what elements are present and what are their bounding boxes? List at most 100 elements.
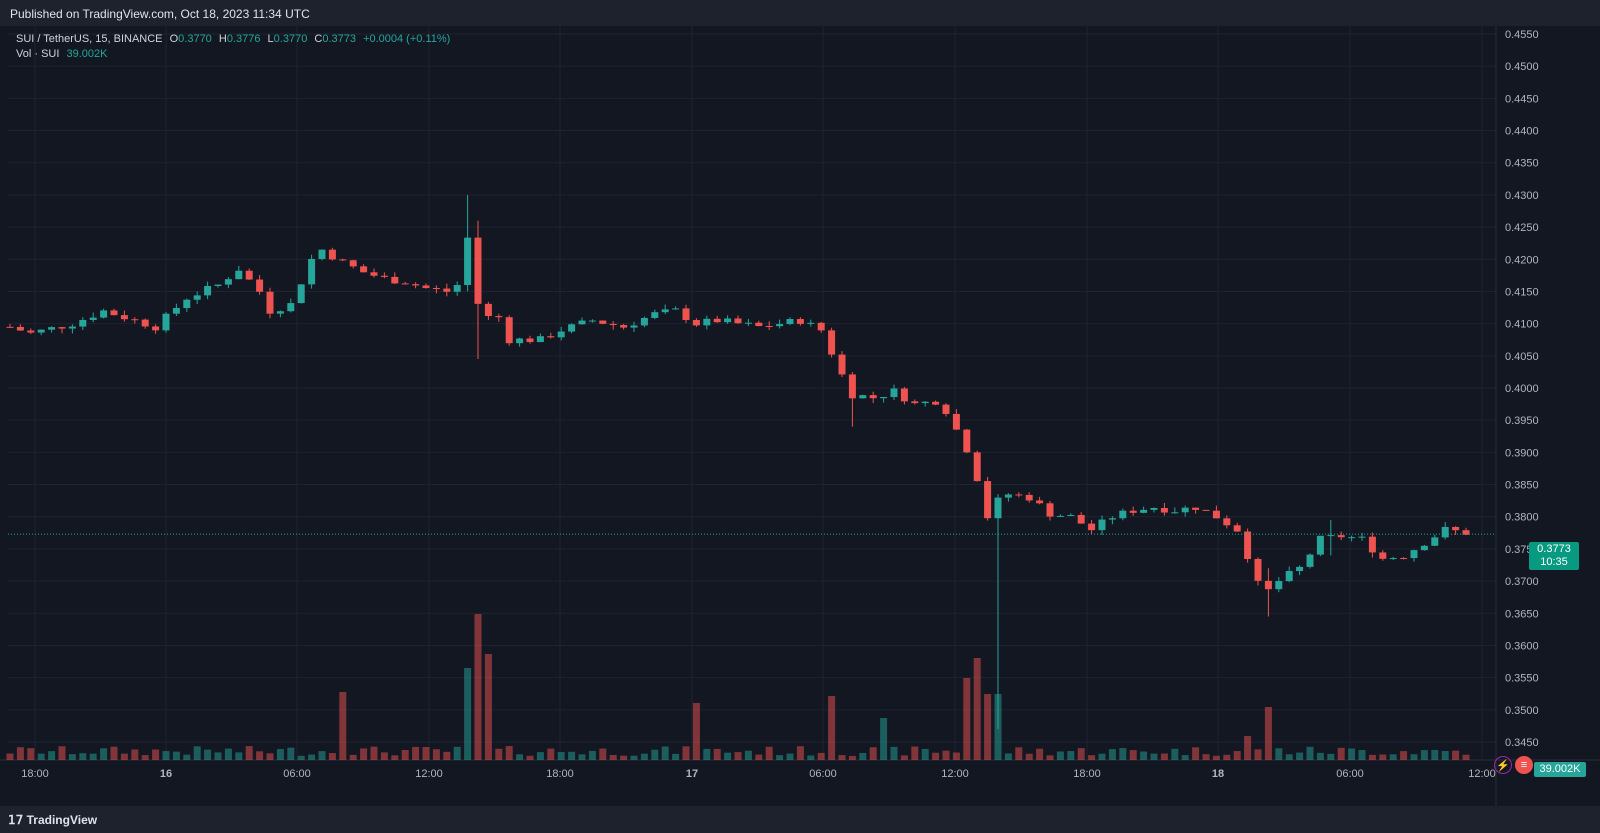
volume-bar xyxy=(1368,754,1376,760)
volume-bar xyxy=(100,748,108,760)
volume-bar xyxy=(110,746,118,760)
candle-body xyxy=(828,330,836,355)
candle-body xyxy=(401,283,409,285)
volume-bar xyxy=(640,753,648,760)
candle-body xyxy=(443,288,451,292)
candle-body xyxy=(1056,515,1064,517)
volume-bar xyxy=(692,703,700,760)
volume-bar xyxy=(6,753,14,760)
candle-body xyxy=(1306,554,1314,567)
volume-bar xyxy=(1036,748,1044,760)
candle-body xyxy=(963,429,971,453)
close-label: C xyxy=(314,33,323,45)
candle-body xyxy=(464,237,472,286)
volume-label[interactable]: Vol · SUI xyxy=(16,48,60,60)
volume-bar xyxy=(1077,748,1085,760)
volume-bar xyxy=(848,755,856,760)
volume-bar xyxy=(1400,751,1408,760)
price-chart[interactable]: 0.4550 0.4500 0.4450 0.4400 0.4350 0.4300 0.42… xyxy=(0,26,1600,806)
volume-bar xyxy=(172,751,180,760)
us-flag-icon[interactable]: ≡ xyxy=(1515,756,1533,774)
volume-row: Vol · SUI 39.002K xyxy=(16,47,450,62)
volume-bar xyxy=(422,747,430,760)
candle-body xyxy=(349,260,357,267)
candle-body xyxy=(1140,509,1148,513)
candle-body xyxy=(1015,494,1023,496)
candle-body xyxy=(1296,566,1304,572)
candle-body xyxy=(651,312,659,318)
volume-bar xyxy=(1389,754,1397,760)
tradingview-logo[interactable]: 𝟣𝟩 TradingView xyxy=(8,813,97,827)
price-axis-label: 0.4150 xyxy=(1505,286,1539,298)
volume-bar xyxy=(1327,753,1335,760)
time-axis-label: 16 xyxy=(160,768,172,780)
low-value: 0.3770 xyxy=(273,33,308,45)
chart-pane[interactable]: 0.4550 0.4500 0.4450 0.4400 0.4350 0.4300 0.42… xyxy=(0,26,1600,806)
volume-bar xyxy=(1171,748,1179,760)
volume-bar xyxy=(432,749,440,760)
volume-bar xyxy=(1316,752,1324,760)
candle-body xyxy=(973,452,981,482)
volume-bar xyxy=(1285,754,1293,760)
lightning-icon[interactable]: ⚡ xyxy=(1494,756,1512,774)
volume-bar xyxy=(245,746,253,760)
candle-body xyxy=(536,336,544,343)
volume-bar xyxy=(1358,750,1366,760)
candle-body xyxy=(495,316,503,318)
candle-body xyxy=(432,288,440,290)
candle-body xyxy=(48,327,56,330)
price-axis-label: 0.3900 xyxy=(1505,447,1539,459)
volume-bar xyxy=(48,751,56,760)
volume-bar xyxy=(557,752,565,760)
volume-bar xyxy=(859,752,867,760)
candle-body xyxy=(89,317,97,320)
candle-body xyxy=(1129,510,1137,513)
candle-body xyxy=(880,397,888,399)
volume-bar xyxy=(360,748,368,760)
candle-body xyxy=(256,279,264,292)
volume-bar xyxy=(1462,754,1470,760)
low-label: L xyxy=(267,33,274,45)
volume-bar xyxy=(536,752,544,760)
candle-body xyxy=(994,497,1002,519)
candle-body xyxy=(1337,535,1345,538)
chart-legend: SUI / TetherUS, 15, BINANCE O0.3770 H0.3… xyxy=(16,32,450,62)
volume-bar xyxy=(193,746,201,760)
price-axis-label: 0.4450 xyxy=(1505,93,1539,105)
volume-bar xyxy=(609,754,617,760)
volume-bar xyxy=(370,746,378,760)
volume-bar xyxy=(1160,753,1168,760)
volume-bar xyxy=(308,754,316,760)
volume-bar xyxy=(651,749,659,760)
price-axis-label: 0.4250 xyxy=(1505,222,1539,234)
volume-bar xyxy=(1296,752,1304,760)
candle-body xyxy=(1036,500,1044,504)
candle-body xyxy=(266,291,274,314)
candle-body xyxy=(1244,531,1252,559)
volume-bar xyxy=(526,755,534,760)
candle-body xyxy=(141,319,149,327)
volume-bar xyxy=(1337,747,1345,760)
volume-bar xyxy=(796,746,804,760)
volume-bar xyxy=(1233,751,1241,760)
volume-bar xyxy=(162,751,170,760)
candle-body xyxy=(380,275,388,277)
candle-body xyxy=(703,318,711,326)
price-axis-label: 0.3850 xyxy=(1505,480,1539,492)
candle-body xyxy=(1285,571,1293,582)
price-axis-label: 0.3800 xyxy=(1505,512,1539,524)
price-axis-label: 0.4550 xyxy=(1505,29,1539,41)
candle-body xyxy=(796,319,804,324)
candle-body xyxy=(817,322,825,331)
volume-bar xyxy=(1410,754,1418,760)
candle-body xyxy=(609,323,617,326)
candle-body xyxy=(214,284,222,287)
candle-body xyxy=(1181,507,1189,513)
candle-body xyxy=(1160,507,1168,513)
candle-body xyxy=(526,338,534,343)
volume-bar xyxy=(256,751,264,760)
volume-bar xyxy=(1275,748,1283,760)
candle-body xyxy=(339,259,347,261)
symbol-label[interactable]: SUI / TetherUS, 15, BINANCE xyxy=(16,33,163,45)
volume-bar xyxy=(880,718,888,760)
